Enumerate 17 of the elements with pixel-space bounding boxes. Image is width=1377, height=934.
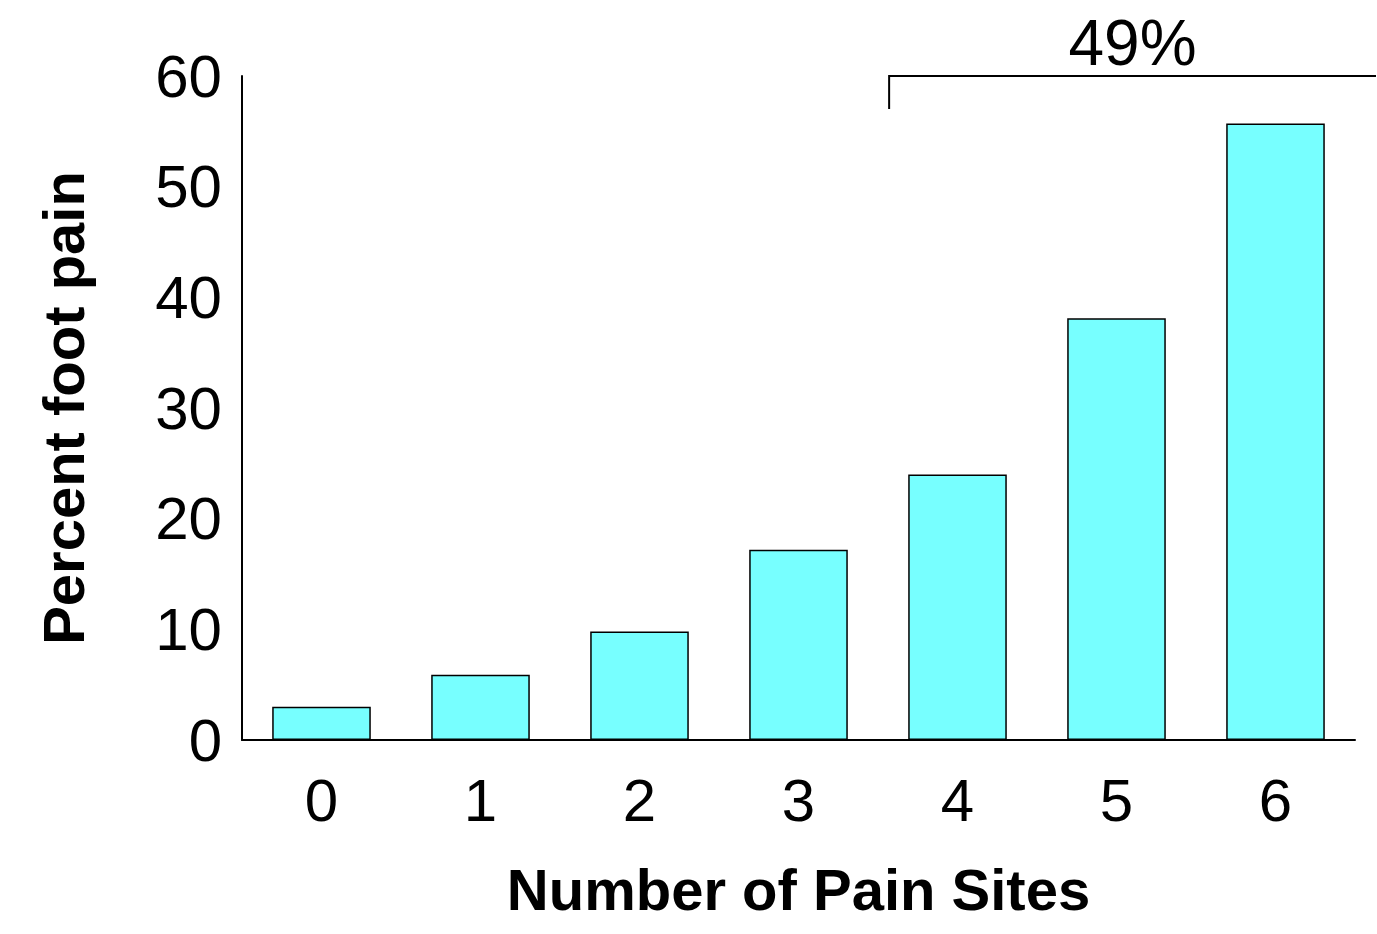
y-axis-title: Percent foot pain <box>30 171 96 645</box>
y-tick-label: 20 <box>155 485 222 553</box>
x-axis-title: Number of Pain Sites <box>506 856 1091 922</box>
y-tick-label: 0 <box>188 706 222 774</box>
x-tick-label: 5 <box>1099 766 1134 834</box>
y-tick-label: 40 <box>155 263 222 331</box>
x-tick-label: 3 <box>781 766 816 834</box>
y-tick-label: 60 <box>155 42 222 110</box>
y-tick-label: 50 <box>155 153 222 221</box>
x-tick-label: 0 <box>304 766 339 834</box>
x-tick-label: 6 <box>1258 766 1293 834</box>
x-tick-label: 1 <box>463 766 498 834</box>
x-tick-label: 4 <box>940 766 975 834</box>
annotation: 49% <box>1068 6 1197 80</box>
y-tick-label: 30 <box>155 374 222 442</box>
x-tick-label: 2 <box>622 766 657 834</box>
y-tick-label: 10 <box>155 595 222 663</box>
